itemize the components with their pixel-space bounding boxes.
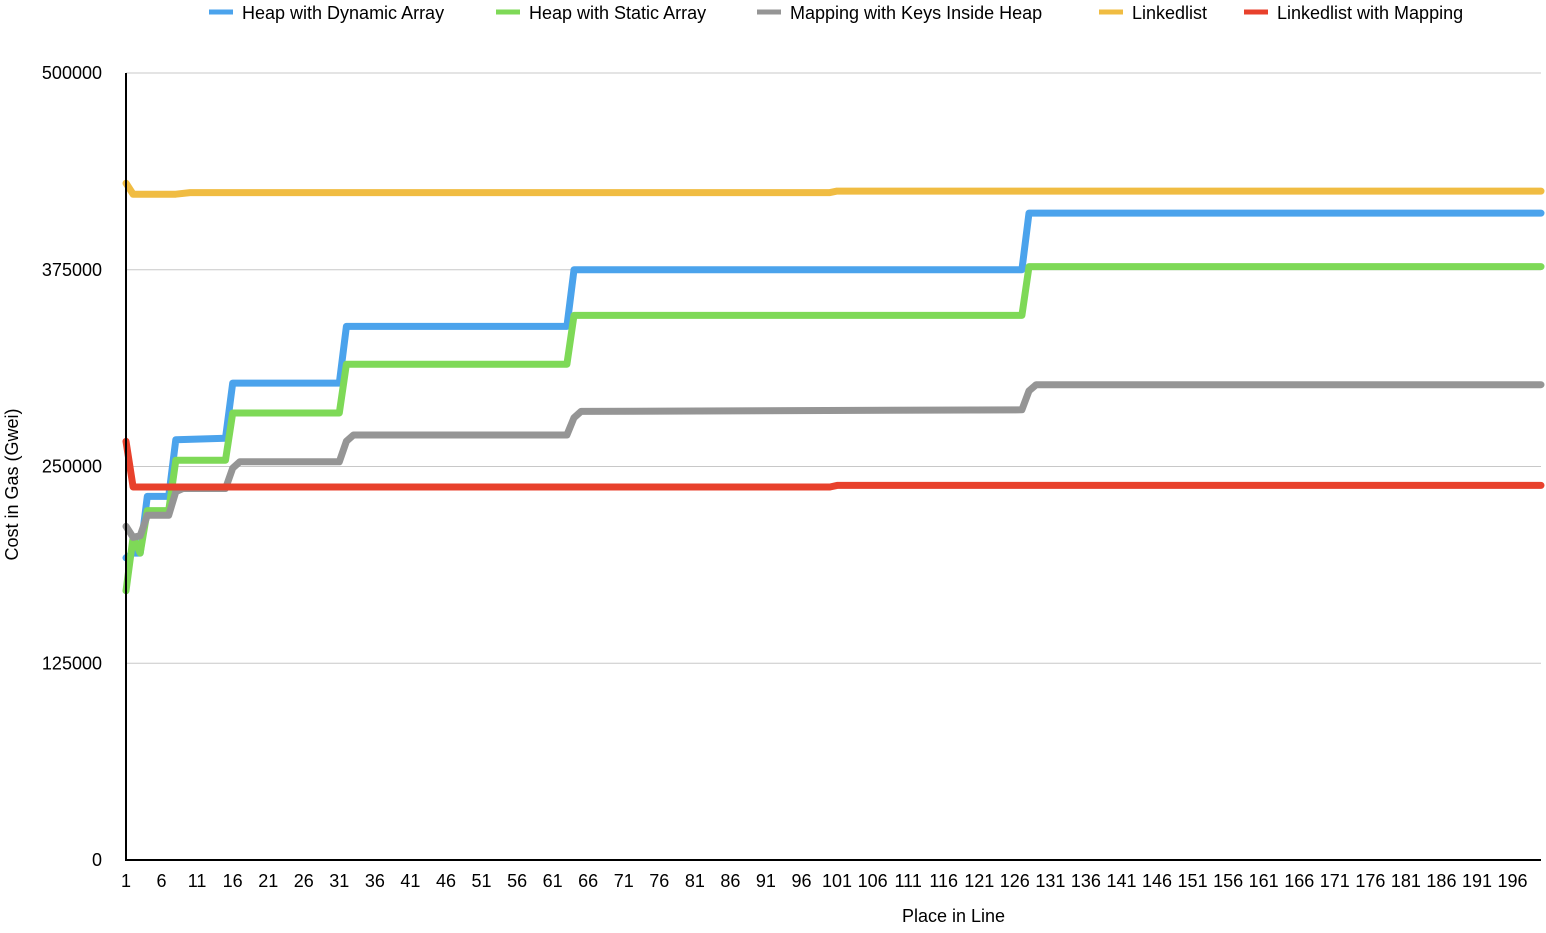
series-line-4 <box>122 437 1545 491</box>
series-line-3 <box>122 179 1545 198</box>
legend-label: Linkedlist <box>1132 3 1207 23</box>
x-tick-label: 96 <box>791 871 811 891</box>
x-tick-label: 131 <box>1035 871 1065 891</box>
x-tick-label: 151 <box>1178 871 1208 891</box>
x-tick-labels: 1 6 11 16 21 26 31 36 41 46 51 56 61 66 71 76 81 86 91 96 10… <box>121 871 1528 891</box>
y-tick-label: 500000 <box>42 63 102 83</box>
x-tick-label: 136 <box>1071 871 1101 891</box>
x-tick-label: 51 <box>472 871 492 891</box>
x-tick-label: 61 <box>543 871 563 891</box>
x-tick-label: 176 <box>1355 871 1385 891</box>
x-tick-label: 1 <box>121 871 131 891</box>
y-tick-label: 0 <box>92 850 102 870</box>
x-tick-label: 121 <box>964 871 994 891</box>
y-tick-label: 250000 <box>42 457 102 477</box>
x-tick-label: 156 <box>1213 871 1243 891</box>
x-tick-label: 101 <box>822 871 852 891</box>
x-tick-label: 181 <box>1391 871 1421 891</box>
y-tick-labels: 0 125000 250000 375000 500000 <box>42 63 102 870</box>
x-tick-label: 41 <box>400 871 420 891</box>
legend: Heap with Dynamic Array Heap with Static … <box>209 3 1463 23</box>
x-tick-label: 21 <box>258 871 278 891</box>
x-tick-label: 116 <box>929 871 958 891</box>
series-line-2 <box>122 381 1545 541</box>
y-tick-label: 125000 <box>42 653 102 673</box>
series-lines <box>122 179 1545 595</box>
x-tick-label: 91 <box>756 871 776 891</box>
legend-label: Mapping with Keys Inside Heap <box>790 3 1042 23</box>
x-tick-label: 56 <box>507 871 527 891</box>
x-tick-label: 191 <box>1462 871 1492 891</box>
x-tick-label: 186 <box>1426 871 1456 891</box>
x-tick-label: 31 <box>329 871 349 891</box>
y-tick-label: 375000 <box>42 260 102 280</box>
x-tick-label: 76 <box>649 871 669 891</box>
x-tick-label: 161 <box>1249 871 1279 891</box>
legend-label: Linkedlist with Mapping <box>1277 3 1463 23</box>
x-tick-label: 36 <box>365 871 385 891</box>
y-axis-title: Cost in Gas (Gwei) <box>2 408 22 560</box>
x-tick-label: 141 <box>1106 871 1136 891</box>
legend-label: Heap with Dynamic Array <box>242 3 444 23</box>
x-tick-label: 171 <box>1320 871 1350 891</box>
x-tick-label: 196 <box>1498 871 1528 891</box>
x-tick-label: 16 <box>223 871 243 891</box>
x-tick-label: 71 <box>614 871 634 891</box>
axes <box>125 73 1541 861</box>
x-tick-label: 166 <box>1284 871 1314 891</box>
x-tick-label: 6 <box>157 871 167 891</box>
x-axis-title: Place in Line <box>902 906 1005 926</box>
series-line-1 <box>122 263 1545 595</box>
x-tick-label: 81 <box>685 871 705 891</box>
x-tick-label: 111 <box>894 871 921 891</box>
x-tick-label: 86 <box>720 871 740 891</box>
x-tick-label: 106 <box>858 871 888 891</box>
x-tick-label: 46 <box>436 871 456 891</box>
x-tick-label: 26 <box>294 871 314 891</box>
x-tick-label: 66 <box>578 871 598 891</box>
x-tick-label: 146 <box>1142 871 1172 891</box>
legend-label: Heap with Static Array <box>529 3 706 23</box>
x-tick-label: 11 <box>188 871 207 891</box>
x-tick-label: 126 <box>1000 871 1030 891</box>
